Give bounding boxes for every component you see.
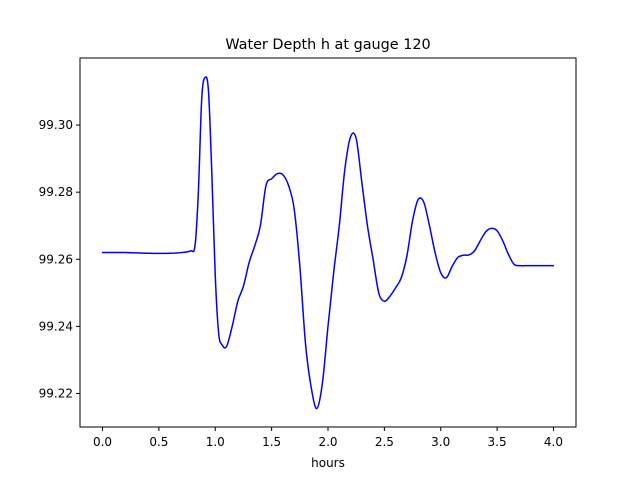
y-axis: 99.22 99.24 99.26 99.28 99.30 <box>39 118 80 400</box>
chart-title: Water Depth h at gauge 120 <box>225 37 430 53</box>
y-tick-label: 99.22 <box>39 386 73 400</box>
x-tick-label: 3.0 <box>431 435 450 449</box>
y-tick-label: 99.30 <box>39 118 73 132</box>
series-layer <box>101 76 555 410</box>
x-tick-label: 3.5 <box>488 435 507 449</box>
y-tick-label: 99.26 <box>39 252 73 266</box>
x-tick-label: 2.0 <box>318 435 337 449</box>
x-tick-label: 1.5 <box>262 435 281 449</box>
x-axis-label: hours <box>311 456 345 470</box>
x-tick-label: 0.0 <box>93 435 112 449</box>
y-tick-label: 99.24 <box>39 319 73 333</box>
x-tick-label: 0.5 <box>149 435 168 449</box>
x-tick-label: 2.5 <box>375 435 394 449</box>
x-tick-label: 1.0 <box>206 435 225 449</box>
water-depth-series-line <box>101 76 555 410</box>
x-axis: 0.0 0.5 1.0 1.5 2.0 2.5 3.0 3.5 4.0 <box>93 427 563 449</box>
x-tick-label: 4.0 <box>544 435 563 449</box>
y-tick-label: 99.28 <box>39 185 73 199</box>
